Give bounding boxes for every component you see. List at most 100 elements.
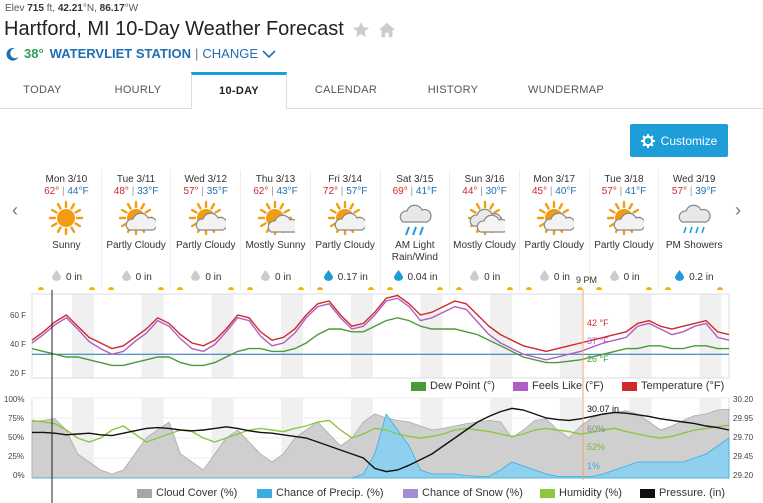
feels-like-line — [31, 297, 730, 361]
station-row: 38° WATERVLIET STATION | CHANGE — [6, 46, 277, 61]
day-forecast[interactable]: Mon 3/17 45° | 40°F Partly Cloudy 0 in — [520, 170, 590, 290]
dew-point-readout: 26 °F — [587, 354, 609, 364]
title-row: Hartford, MI 10-Day Weather Forecast — [4, 18, 396, 41]
percent-axis-tick: 50% — [8, 433, 25, 442]
day-condition: Partly Cloudy — [594, 240, 654, 251]
elevation-value: 715 — [27, 3, 44, 14]
partly-cloudy-icon — [520, 200, 589, 238]
day-forecast[interactable]: Thu 3/13 62° | 43°F Mostly Sunny 0 in — [241, 170, 311, 290]
day-forecast[interactable]: Mon 3/10 62° | 44°F Sunny 0 in — [32, 170, 102, 290]
temp-axis-tick: 40 F — [10, 340, 27, 349]
day-low: 35°F — [206, 186, 229, 197]
day-hi-lo: 48° | 33°F — [113, 186, 159, 197]
cursor-time-label: 9 PM — [576, 275, 598, 285]
day-hi-lo: 62° | 44°F — [44, 186, 89, 197]
rain-drop-icon — [609, 270, 619, 284]
day-low: 57°F — [346, 186, 368, 197]
tab-today[interactable]: TODAY — [23, 84, 62, 96]
day-high: 44° — [462, 186, 478, 197]
temp-axis-tick: 20 F — [10, 369, 27, 378]
page-title: Hartford, MI 10-Day Weather Forecast — [4, 18, 344, 40]
day-high: 57° — [671, 186, 688, 197]
day-hi-lo: 69° | 41°F — [392, 186, 438, 197]
night-band — [420, 294, 443, 378]
night-band — [490, 294, 513, 378]
day-low: 40°F — [555, 186, 577, 197]
precip-amount: 0 in — [135, 271, 152, 283]
pressure-axis-tick: 29.70 — [733, 433, 754, 442]
customize-button[interactable]: Customize — [630, 124, 728, 157]
day-forecast[interactable]: Tue 3/18 57° | 41°F Partly Cloudy 0 in — [590, 170, 660, 290]
partly-cloudy-icon — [590, 200, 659, 238]
day-date: Mon 3/10 — [45, 174, 88, 185]
day-precip: 0.04 in — [381, 270, 451, 284]
elevation-info: Elev 715 ft, 42.21°N, 86.17°W — [5, 3, 138, 14]
next-days-arrow[interactable]: › — [735, 200, 741, 220]
night-band — [699, 294, 722, 378]
day-date: Tue 3/11 — [116, 174, 156, 185]
precip-readout: 1% — [587, 461, 601, 471]
day-hi-lo: 57° | 39°F — [671, 186, 717, 197]
legend-dew-point: Dew Point (°) — [411, 380, 495, 392]
precip-area — [32, 413, 730, 479]
day-precip: 0 in — [171, 270, 241, 284]
home-icon[interactable] — [378, 21, 396, 39]
precip-amount: 0 in — [623, 271, 640, 283]
station-name[interactable]: WATERVLIET STATION — [49, 46, 191, 61]
day-precip: 0 in — [590, 270, 660, 284]
temp-axis-tick: 60 F — [10, 311, 27, 320]
elevation-prefix: Elev — [5, 3, 25, 14]
precip-amount: 0.2 in — [689, 271, 714, 283]
day-precip: 0.17 in — [311, 270, 381, 284]
day-high: 62° — [253, 186, 269, 197]
day-forecast[interactable]: Tue 3/11 48° | 33°F Partly Cloudy 0 in — [102, 170, 172, 290]
day-hi-lo: 62° | 43°F — [253, 186, 298, 197]
day-forecast[interactable]: Fri 3/14 72° | 57°F Partly Cloudy 0.17 i… — [311, 170, 381, 290]
mostly-cloudy-icon — [450, 200, 519, 238]
day-low: 41°F — [415, 186, 438, 197]
day-hi-lo: 57° | 35°F — [183, 186, 229, 197]
day-precip: 0 in — [241, 270, 311, 284]
prev-days-arrow[interactable]: ‹ — [12, 200, 18, 220]
day-forecast[interactable]: Sat 3/15 69° | 41°F AM Light Rain/Wind 0… — [381, 170, 451, 290]
day-high: 72° — [322, 186, 339, 197]
rain-icon — [381, 200, 450, 238]
change-station-link[interactable]: CHANGE — [202, 46, 258, 61]
day-strip: Mon 3/10 62° | 44°F Sunny 0 in Tue 3/11 … — [32, 170, 729, 290]
day-low: 30°F — [485, 186, 507, 197]
pressure-axis-tick: 29.20 — [733, 471, 754, 480]
customize-label: Customize — [660, 133, 718, 148]
favorite-star-icon[interactable] — [352, 21, 370, 39]
moon-icon — [6, 47, 19, 61]
day-forecast[interactable]: Wed 3/19 57° | 39°F PM Showers 0.2 in — [659, 170, 729, 290]
tab-calendar[interactable]: CALENDAR — [314, 84, 378, 96]
humidity-line — [31, 419, 730, 443]
tab-wundermap[interactable]: WUNDERMAP — [527, 84, 605, 96]
tab-hourly[interactable]: HOURLY — [114, 84, 162, 96]
day-date: Wed 3/19 — [672, 174, 716, 185]
forecast-charts — [31, 290, 730, 503]
day-forecast[interactable]: Wed 3/12 57° | 35°F Partly Cloudy 0 in — [171, 170, 242, 290]
rain-drop-icon — [470, 270, 480, 284]
chevron-down-icon[interactable] — [261, 49, 277, 59]
legend-feels-like: Feels Like (°F) — [513, 380, 604, 392]
day-condition: Partly Cloudy — [176, 240, 236, 251]
sun-markers — [311, 287, 380, 290]
night-band — [72, 294, 94, 378]
percent-axis-tick: 100% — [4, 395, 25, 404]
feels-like-readout: 37 °F — [587, 336, 609, 346]
rain-drop-icon — [261, 270, 271, 284]
partly-cloudy-icon — [311, 200, 380, 238]
sun-markers — [381, 287, 450, 290]
elevation-unit: ft, — [46, 3, 56, 14]
tab-history[interactable]: HISTORY — [427, 84, 479, 96]
tab-10-day[interactable]: 10-DAY — [191, 72, 287, 109]
pressure-axis-tick: 29.95 — [733, 414, 754, 423]
separator: | — [194, 46, 199, 61]
day-forecast[interactable]: Sun 3/16 44° | 30°F Mostly Cloudy 0 in — [450, 170, 520, 290]
day-date: Tue 3/18 — [604, 174, 644, 185]
day-high: 69° — [392, 186, 408, 197]
percent-axis-tick: 25% — [8, 452, 25, 461]
current-temperature: 38° — [24, 46, 44, 61]
temp-chart-frame — [31, 293, 730, 379]
